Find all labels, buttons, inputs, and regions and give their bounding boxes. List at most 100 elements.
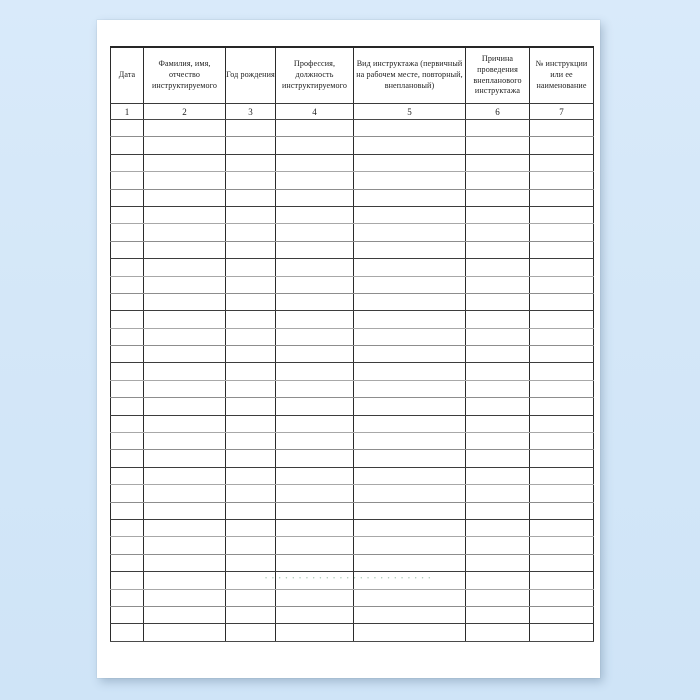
table-cell[interactable] (110, 328, 144, 347)
table-cell[interactable] (353, 154, 466, 173)
table-cell[interactable] (110, 310, 144, 329)
table-cell[interactable] (529, 328, 594, 347)
table-row[interactable] (110, 380, 594, 399)
table-cell[interactable] (225, 171, 276, 190)
table-cell[interactable] (353, 467, 466, 486)
table-cell[interactable] (110, 119, 144, 138)
table-cell[interactable] (353, 223, 466, 242)
table-cell[interactable] (465, 484, 530, 503)
table-cell[interactable] (465, 276, 530, 294)
table-cell[interactable] (143, 258, 226, 277)
table-cell[interactable] (465, 415, 530, 434)
table-cell[interactable] (225, 484, 276, 503)
table-cell[interactable] (225, 258, 276, 277)
table-cell[interactable] (353, 606, 466, 625)
table-row[interactable] (110, 136, 594, 155)
table-cell[interactable] (465, 589, 530, 607)
table-cell[interactable] (275, 449, 354, 468)
table-cell[interactable] (465, 606, 530, 625)
table-cell[interactable] (529, 536, 594, 555)
table-cell[interactable] (143, 623, 226, 642)
table-cell[interactable] (143, 362, 226, 381)
table-cell[interactable] (225, 415, 276, 434)
table-cell[interactable] (143, 171, 226, 190)
table-cell[interactable] (353, 502, 466, 520)
table-cell[interactable] (529, 345, 594, 364)
table-cell[interactable] (143, 432, 226, 451)
table-cell[interactable] (110, 380, 144, 399)
table-cell[interactable] (143, 467, 226, 486)
table-cell[interactable] (275, 589, 354, 607)
table-cell[interactable] (465, 241, 530, 260)
table-cell[interactable] (465, 171, 530, 190)
table-cell[interactable] (225, 432, 276, 451)
table-row[interactable] (110, 223, 594, 242)
table-row[interactable] (110, 328, 594, 347)
table-cell[interactable] (225, 606, 276, 625)
table-cell[interactable] (110, 154, 144, 173)
table-cell[interactable] (110, 276, 144, 294)
table-cell[interactable] (353, 206, 466, 225)
table-cell[interactable] (465, 293, 530, 312)
table-cell[interactable] (275, 571, 354, 590)
table-cell[interactable] (465, 467, 530, 486)
table-cell[interactable] (143, 119, 226, 138)
table-cell[interactable] (529, 119, 594, 138)
table-cell[interactable] (529, 606, 594, 625)
table-cell[interactable] (110, 432, 144, 451)
table-cell[interactable] (353, 589, 466, 607)
table-cell[interactable] (143, 293, 226, 312)
table-cell[interactable] (225, 189, 276, 207)
table-cell[interactable] (110, 258, 144, 277)
table-cell[interactable] (225, 467, 276, 486)
table-row[interactable] (110, 397, 594, 416)
table-cell[interactable] (353, 241, 466, 260)
table-cell[interactable] (275, 432, 354, 451)
table-cell[interactable] (353, 328, 466, 347)
table-cell[interactable] (143, 241, 226, 260)
table-cell[interactable] (275, 276, 354, 294)
table-cell[interactable] (353, 119, 466, 138)
table-cell[interactable] (275, 119, 354, 138)
table-cell[interactable] (353, 554, 466, 573)
table-cell[interactable] (529, 276, 594, 294)
table-cell[interactable] (529, 189, 594, 207)
table-cell[interactable] (275, 380, 354, 399)
table-cell[interactable] (275, 310, 354, 329)
table-cell[interactable] (110, 449, 144, 468)
table-cell[interactable] (110, 606, 144, 625)
table-cell[interactable] (110, 554, 144, 573)
table-cell[interactable] (529, 415, 594, 434)
table-cell[interactable] (143, 606, 226, 625)
table-cell[interactable] (275, 502, 354, 520)
table-cell[interactable] (225, 241, 276, 260)
table-cell[interactable] (143, 449, 226, 468)
table-cell[interactable] (143, 345, 226, 364)
table-cell[interactable] (225, 623, 276, 642)
table-cell[interactable] (275, 397, 354, 416)
table-cell[interactable] (225, 154, 276, 173)
table-row[interactable] (110, 589, 594, 607)
table-cell[interactable] (275, 189, 354, 207)
table-cell[interactable] (225, 206, 276, 225)
table-cell[interactable] (353, 432, 466, 451)
table-cell[interactable] (275, 536, 354, 555)
table-row[interactable] (110, 189, 594, 207)
table-cell[interactable] (110, 362, 144, 381)
table-cell[interactable] (275, 171, 354, 190)
table-row[interactable] (110, 606, 594, 625)
table-cell[interactable] (465, 258, 530, 277)
table-cell[interactable] (529, 554, 594, 573)
table-cell[interactable] (465, 206, 530, 225)
table-cell[interactable] (110, 484, 144, 503)
table-row[interactable] (110, 276, 594, 294)
table-cell[interactable] (143, 589, 226, 607)
table-cell[interactable] (529, 310, 594, 329)
table-row[interactable] (110, 554, 594, 573)
table-row[interactable] (110, 484, 594, 503)
table-cell[interactable] (110, 206, 144, 225)
table-cell[interactable] (143, 328, 226, 347)
table-cell[interactable] (465, 119, 530, 138)
table-cell[interactable] (275, 241, 354, 260)
table-cell[interactable] (529, 432, 594, 451)
